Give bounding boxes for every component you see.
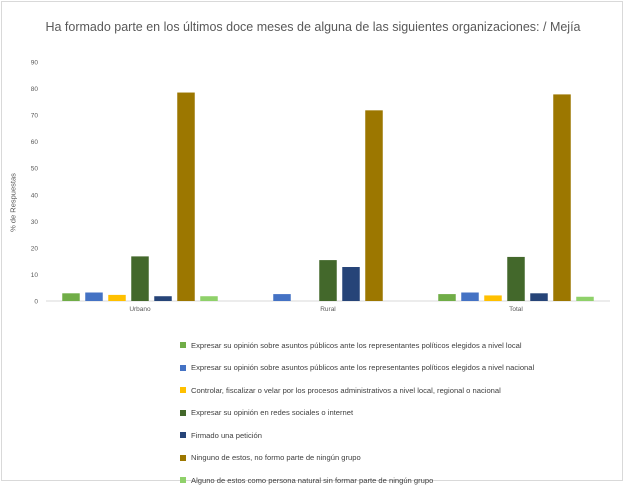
legend-swatch — [180, 477, 186, 484]
bar — [507, 256, 525, 301]
y-tick-label: 80 — [31, 86, 39, 93]
y-tick-label: 30 — [31, 219, 39, 226]
bar — [177, 92, 195, 302]
legend-swatch — [180, 387, 186, 394]
bar — [365, 110, 383, 301]
legend-item: Expresar su opinión sobre asuntos públic… — [180, 357, 620, 380]
y-tick-label: 70 — [31, 113, 39, 120]
chart-frame — [1, 1, 623, 481]
legend-label: Expresar su opinión en redes sociales o … — [191, 408, 354, 418]
legend-item: Ninguno de estos, no formo parte de ning… — [180, 447, 620, 470]
legend-swatch — [180, 432, 186, 439]
bar — [438, 294, 456, 301]
x-tick-label: Total — [509, 306, 523, 313]
bar — [85, 292, 103, 301]
x-tick-label: Rural — [320, 306, 336, 313]
legend-item: Controlar, fiscalizar o velar por los pr… — [180, 379, 620, 402]
legend-item: Expresar su opinión sobre asuntos públic… — [180, 334, 620, 357]
legend-label: Expresar su opinión sobre asuntos públic… — [191, 363, 535, 373]
bar — [576, 296, 594, 301]
bar — [108, 294, 126, 301]
bar — [154, 296, 172, 301]
bar-chart: 0 10 20 30 40 50 60 70 80 90 Urbano Rural Total — [31, 60, 610, 313]
legend-label: Expresar su opinión sobre asuntos públic… — [191, 340, 522, 350]
y-tick-label: 10 — [31, 272, 39, 279]
legend-label: Alguno de estos como persona natural sin… — [191, 475, 434, 485]
chart-legend: Expresar su opinión sobre asuntos públic… — [180, 334, 620, 492]
legend-item: Expresar su opinión en redes sociales o … — [180, 402, 620, 425]
legend-item: Alguno de estos como persona natural sin… — [180, 469, 620, 492]
y-tick-label: 60 — [31, 139, 39, 146]
y-tick-label: 40 — [31, 192, 39, 199]
bar — [273, 294, 291, 301]
bar — [530, 293, 548, 301]
legend-label: Controlar, fiscalizar o velar por los pr… — [191, 385, 501, 395]
bar — [484, 295, 502, 301]
y-tick-label: 0 — [34, 299, 38, 306]
legend-label: Ninguno de estos, no formo parte de ning… — [191, 453, 361, 463]
bar — [200, 296, 218, 301]
bar — [131, 256, 149, 301]
legend-swatch — [180, 454, 186, 461]
y-tick-label: 20 — [31, 245, 39, 252]
legend-label: Firmado una petición — [191, 430, 262, 440]
x-tick-label: Urbano — [129, 306, 151, 313]
bar — [461, 292, 479, 301]
bar — [342, 267, 360, 301]
legend-swatch — [180, 409, 186, 416]
bar — [553, 94, 571, 301]
bar — [62, 293, 80, 301]
chart-title: Ha formado parte en los últimos doce mes… — [45, 20, 581, 34]
bar — [319, 260, 337, 301]
legend-swatch — [180, 342, 186, 349]
legend-item: Firmado una petición — [180, 424, 620, 447]
y-tick-label: 50 — [31, 166, 39, 173]
y-tick-label: 90 — [31, 60, 39, 67]
legend-swatch — [180, 364, 186, 371]
